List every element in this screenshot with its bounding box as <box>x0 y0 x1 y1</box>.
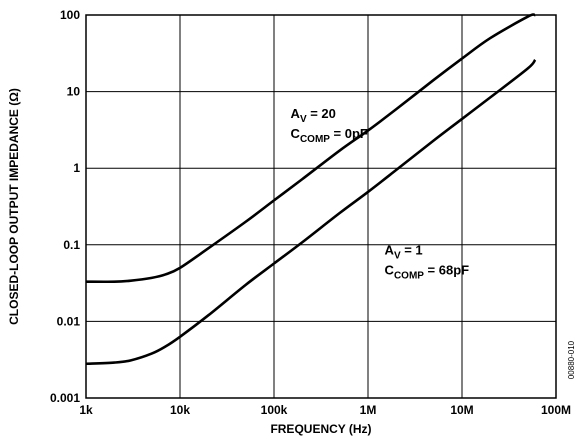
plot-frame <box>85 14 557 399</box>
y-tick-label: 0.001 <box>50 391 80 405</box>
y-tick-label: 10 <box>67 85 81 99</box>
y-tick-label: 100 <box>60 8 80 22</box>
x-tick-labels: 1k 10k 100k 1M 10M 100M <box>79 403 571 417</box>
y-tick-label: 1 <box>73 161 80 175</box>
series-curves <box>85 13 537 366</box>
x-tick-label: 100k <box>261 403 288 417</box>
x-tick-label: 100M <box>541 403 571 417</box>
annotation-text: AV = 20 <box>291 106 336 125</box>
x-tick-label: 1k <box>79 403 93 417</box>
x-tick-label: 1M <box>360 403 377 417</box>
x-tick-label: 10k <box>170 403 190 417</box>
annotation-text: CCOMP = 68pF <box>385 262 470 281</box>
figure-id-label: 00880-010 <box>567 340 576 379</box>
x-tick-label: 10M <box>450 403 473 417</box>
y-tick-labels: 0.001 0.01 0.1 1 10 100 <box>50 8 80 405</box>
annotation-text: CCOMP = 0pF <box>291 126 368 145</box>
y-tick-label: 0.1 <box>63 238 80 252</box>
annotation-text: AV = 1 <box>385 242 423 261</box>
grid-lines <box>85 14 557 399</box>
y-axis-title: CLOSED-LOOP OUTPUT IMPEDANCE (Ω) <box>7 88 21 325</box>
series-line <box>85 13 536 284</box>
y-tick-label: 0.01 <box>57 314 81 328</box>
series-line <box>85 58 537 366</box>
x-axis-title: FREQUENCY (Hz) <box>270 422 371 436</box>
